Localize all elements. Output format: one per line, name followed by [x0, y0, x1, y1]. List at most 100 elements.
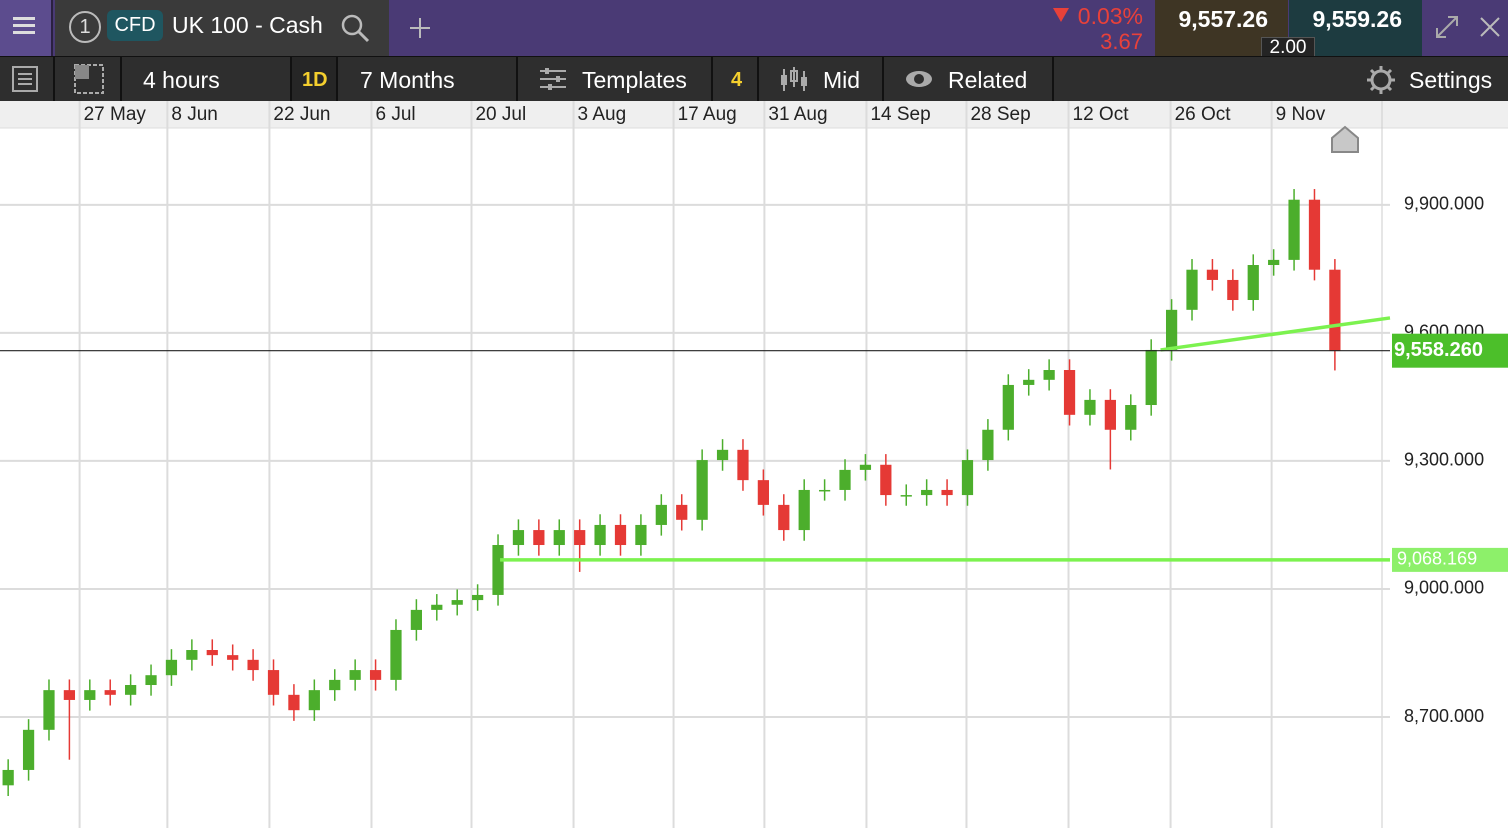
instrument-type: CFD	[107, 10, 163, 41]
settings-button[interactable]: Settings	[1362, 57, 1508, 101]
candle-body	[1165, 309, 1178, 350]
price-type: Mid	[823, 67, 861, 93]
candle-body	[594, 524, 606, 546]
candle-body	[186, 650, 198, 660]
candle-body	[696, 460, 708, 520]
candle-body	[390, 629, 402, 680]
layout-icon	[74, 64, 104, 94]
templates: Templates	[582, 67, 687, 93]
interval: 4 hours	[143, 67, 220, 93]
candle-body	[1145, 349, 1157, 406]
candles-icon	[781, 67, 807, 91]
x-tick-label: 14 Sep	[870, 104, 930, 125]
candle-body	[1002, 384, 1014, 430]
last-price-box	[1392, 333, 1508, 368]
candle-body	[145, 675, 157, 686]
candle-body	[512, 530, 525, 546]
instrument-tab[interactable]: 1 CFD UK 100 - Cash	[55, 0, 389, 56]
candle-body	[288, 694, 300, 711]
candle-body	[410, 609, 423, 630]
menu-button[interactable]	[0, 0, 53, 56]
candle-body	[104, 690, 116, 695]
candle-body	[431, 604, 443, 610]
candle-body	[982, 429, 994, 461]
candle-body	[329, 679, 341, 691]
candle-body	[267, 670, 280, 695]
candle-body	[941, 489, 953, 496]
candle-body	[1023, 379, 1035, 385]
interval-short: 1D	[302, 69, 328, 91]
candle-body	[43, 690, 55, 730]
candle-body	[2, 769, 14, 786]
trend-line-label-box	[1392, 547, 1508, 572]
spread: 2.00	[1261, 37, 1315, 58]
candle-body	[655, 504, 667, 525]
down-arrow-icon	[1053, 8, 1069, 22]
candle-body	[492, 545, 504, 595]
candle-body	[369, 670, 382, 680]
candle-body	[63, 690, 76, 700]
candle-body	[84, 690, 96, 700]
top-bar: 1 CFD UK 100 - Cash 0.03% 3.67 9,557.26 …	[0, 0, 1508, 58]
settings: Settings	[1409, 67, 1493, 93]
templates-button[interactable]: Templates	[518, 57, 713, 101]
home-icon[interactable]	[1331, 125, 1359, 153]
y-tick-label: 9,300.000	[1404, 450, 1484, 470]
candle-body	[1268, 259, 1280, 266]
search-icon[interactable]	[339, 12, 371, 44]
add-tab-icon[interactable]	[408, 16, 432, 40]
candle-body	[1043, 370, 1055, 380]
related-button[interactable]: Related	[884, 57, 1054, 101]
price-type-button[interactable]: Mid	[759, 57, 884, 101]
toolbar: 4 hours 1D 7 Months Templates 4 Mid Rela…	[0, 56, 1508, 101]
related: Related	[948, 67, 1028, 93]
indicator-count: 4	[731, 69, 743, 91]
candle-body	[839, 469, 851, 490]
buy-price: 9,559.26	[1312, 6, 1402, 32]
candle-body	[533, 530, 545, 546]
change-percent: 0.03%	[1077, 3, 1143, 29]
x-tick-label: 31 Aug	[768, 104, 827, 125]
candle-body	[1104, 399, 1116, 430]
eye-icon	[906, 71, 932, 87]
candle-body	[574, 530, 586, 546]
candle-body	[635, 524, 647, 546]
candle-body	[1329, 269, 1341, 351]
x-tick-label: 27 May	[84, 104, 147, 125]
x-tick-label: 12 Oct	[1073, 104, 1130, 125]
x-tick-label: 28 Sep	[970, 104, 1030, 125]
menu-icon	[13, 17, 35, 20]
candle-body	[472, 594, 484, 601]
candle-body	[859, 464, 872, 470]
list-button[interactable]	[0, 57, 55, 101]
indicator-count-button[interactable]: 4	[713, 57, 759, 101]
range-button[interactable]: 7 Months	[338, 57, 518, 101]
overlay: 9,068.169 9,558.260	[0, 316, 1508, 572]
candle-body	[1084, 399, 1096, 415]
interval-short-button[interactable]: 1D	[292, 57, 338, 101]
x-tick-label: 8 Jun	[171, 104, 217, 125]
close-icon[interactable]	[1478, 15, 1502, 39]
list-icon	[12, 66, 38, 92]
candle-body	[961, 460, 974, 496]
trend-line	[1160, 316, 1391, 352]
y-tick-label: 9,900.000	[1404, 194, 1484, 214]
candle-body	[676, 504, 688, 520]
change: 3.67	[1100, 29, 1143, 54]
x-tick-label: 9 Nov	[1276, 104, 1326, 125]
candle-body	[1206, 269, 1219, 280]
expand-icon[interactable]	[1434, 14, 1460, 40]
trend-line-label: 9,068.169	[1397, 549, 1477, 569]
buy-button[interactable]: 9,559.26	[1289, 0, 1422, 56]
x-tick-label: 26 Oct	[1175, 104, 1232, 125]
candle-body	[553, 530, 565, 546]
candle-body	[900, 495, 912, 497]
instrument-name: UK 100 - Cash	[172, 12, 323, 38]
interval-button[interactable]: 4 hours	[122, 57, 292, 101]
candle-body	[818, 489, 831, 492]
layout-button[interactable]	[55, 57, 122, 101]
x-tick-label: 6 Jul	[375, 104, 415, 125]
